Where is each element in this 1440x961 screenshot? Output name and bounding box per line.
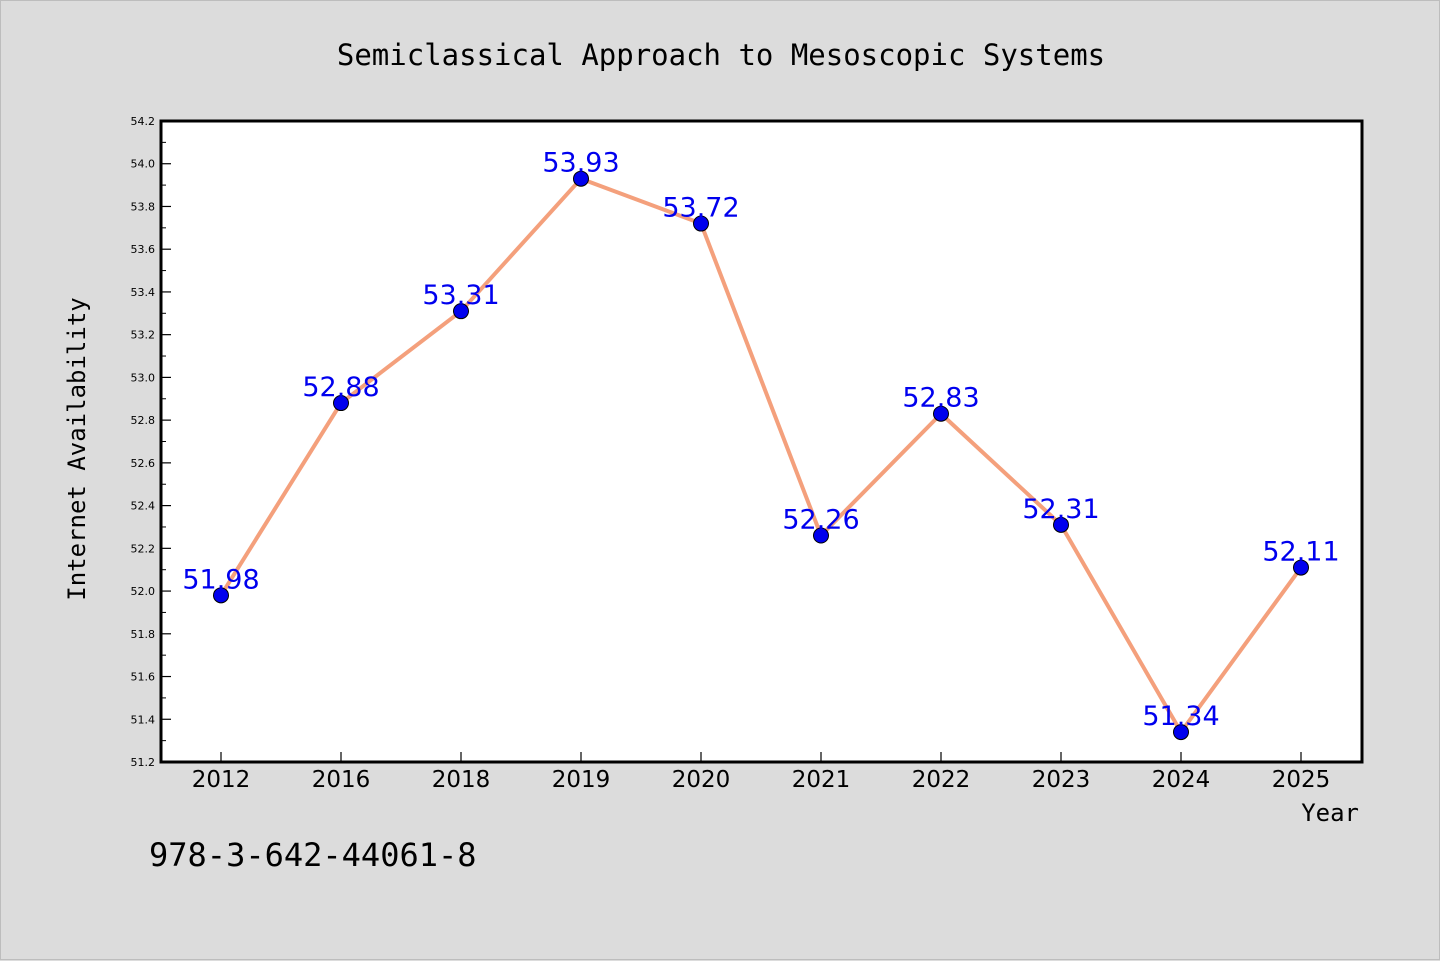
data-point (453, 303, 469, 320)
x-tick-label: 2025 (1272, 767, 1331, 793)
y-tick-label: 51.8 (131, 628, 156, 641)
data-label: 51.98 (182, 564, 259, 595)
x-tick-label: 2023 (1032, 767, 1091, 793)
x-tick-label: 2016 (312, 767, 371, 793)
y-tick-label: 51.2 (131, 756, 156, 769)
data-label: 52.26 (782, 505, 859, 536)
data-point (933, 405, 949, 422)
x-tick-label: 2022 (912, 767, 971, 793)
data-label: 53.72 (662, 193, 739, 224)
y-tick-label: 51.4 (131, 713, 156, 726)
data-label: 53.93 (542, 148, 619, 179)
data-label: 52.83 (902, 383, 979, 414)
y-tick-label: 53.6 (131, 243, 156, 256)
x-axis-label: Year (1301, 799, 1359, 827)
data-label: 51.34 (1142, 701, 1219, 732)
y-tick-label: 52.2 (131, 542, 156, 555)
y-tick-label: 53.8 (131, 200, 156, 213)
y-tick-label: 53.2 (131, 329, 156, 342)
data-point (333, 395, 349, 412)
x-tick-label: 2012 (192, 767, 251, 793)
y-axis: 51.2 51.4 51.6 51.8 52.0 52.2 52.4 52.6 52.8 53.0… (131, 115, 171, 769)
data-point (213, 587, 229, 604)
y-tick-label: 51.6 (131, 671, 156, 684)
x-tick-label: 2024 (1152, 767, 1211, 793)
y-axis-label: Internet Availability (63, 297, 91, 600)
isbn-footer: 978-3-642-44061-8 (149, 836, 477, 874)
data-label: 53.31 (422, 280, 499, 311)
data-label: 52.11 (1262, 537, 1339, 568)
y-tick-label: 54.0 (131, 158, 156, 171)
y-tick-label: 52.0 (131, 585, 156, 598)
y-tick-label: 54.2 (131, 115, 156, 128)
y-tick-label: 53.4 (131, 286, 156, 299)
y-tick-label: 52.6 (131, 457, 156, 470)
data-point (693, 215, 709, 232)
data-point (1173, 724, 1189, 741)
x-tick-label: 2018 (432, 767, 491, 793)
y-tick-label: 52.8 (131, 414, 156, 427)
data-label-layer: 51.98 52.88 53.31 53.93 53.72 52.26 52.83 52.31… (182, 148, 1339, 732)
series-line (219, 176, 1303, 735)
y-tick-label: 52.4 (131, 500, 156, 513)
plot-area (159, 119, 1364, 764)
data-point (813, 527, 829, 544)
x-axis: 2012 2016 2018 2019 2020 2021 2022 2023 2024 2025 (192, 752, 1331, 793)
data-point (573, 170, 589, 187)
x-tick-label: 2019 (552, 767, 611, 793)
data-point (1293, 559, 1309, 576)
data-label: 52.88 (302, 372, 379, 403)
data-point (1053, 516, 1069, 533)
y-tick-label: 53.0 (131, 371, 156, 384)
data-label: 52.31 (1022, 494, 1099, 525)
x-tick-label: 2020 (672, 767, 731, 793)
x-tick-label: 2021 (792, 767, 851, 793)
chart-title: Semiclassical Approach to Mesoscopic Sys… (337, 38, 1105, 72)
series-layer (213, 170, 1309, 741)
